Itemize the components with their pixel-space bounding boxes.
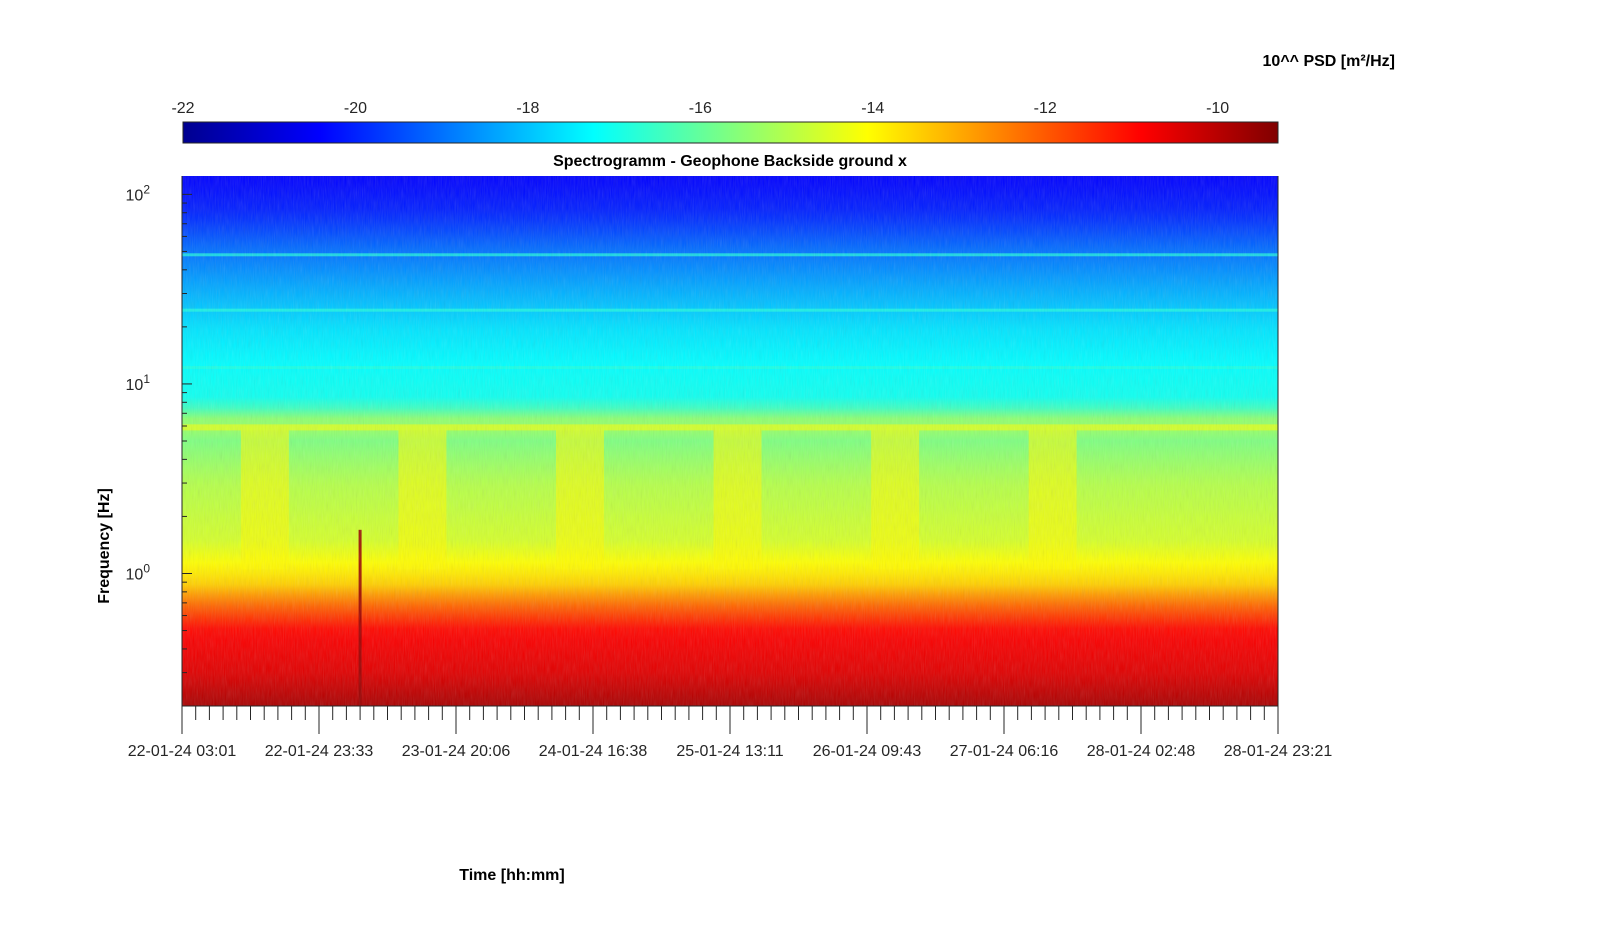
colorbar-tick-label: -22 — [171, 100, 194, 117]
x-axis-ticks: 22-01-24 03:01 22-01-24 23:33 23-01-24 20:… — [128, 706, 1333, 760]
y-tick-label: 100 — [126, 562, 151, 584]
x-tick-label: 22-01-24 23:33 — [265, 743, 374, 760]
x-tick-label: 26-01-24 09:43 — [813, 743, 922, 760]
colorbar-tick-label: -18 — [516, 100, 539, 117]
x-tick-label: 25-01-24 13:11 — [676, 743, 783, 760]
colorbar-scale — [182, 121, 1279, 144]
spectrogram-plot-area: 100 101 102 22-01-24 03:01 22-01-24 23:33 23… — [126, 176, 1333, 760]
x-tick-label: 28-01-24 02:48 — [1087, 743, 1196, 760]
chart-title: Spectrogramm - Geophone Backside ground … — [553, 153, 907, 170]
colorbar: 10^^ PSD [m²/Hz] -22 -20 -18 -16 -14 -12 -10 — [171, 53, 1395, 144]
colorbar-tick-label: -20 — [344, 100, 367, 117]
x-tick-label: 28-01-24 23:21 — [1224, 743, 1333, 760]
colorbar-label: 10^^ PSD [m²/Hz] — [1263, 53, 1395, 70]
colorbar-tick-label: -12 — [1034, 100, 1057, 117]
x-axis-label: Time [hh:mm] — [459, 867, 564, 884]
x-tick-label: 24-01-24 16:38 — [539, 743, 648, 760]
y-axis-label: Frequency [Hz] — [96, 488, 113, 604]
colorbar-ticks: -22 -20 -18 -16 -14 -12 -10 — [171, 100, 1229, 128]
y-tick-label: 101 — [126, 372, 151, 394]
x-tick-label: 22-01-24 03:01 — [128, 743, 237, 760]
x-tick-label: 23-01-24 20:06 — [402, 743, 511, 760]
x-tick-label: 27-01-24 06:16 — [950, 743, 1059, 760]
y-tick-label: 102 — [126, 182, 151, 204]
colorbar-tick-label: -16 — [689, 100, 712, 117]
spectrogram-texture — [182, 176, 1278, 706]
colorbar-tick-label: -14 — [861, 100, 884, 117]
y-axis-ticks: 100 101 102 — [126, 182, 192, 707]
colorbar-tick-label: -10 — [1206, 100, 1229, 117]
